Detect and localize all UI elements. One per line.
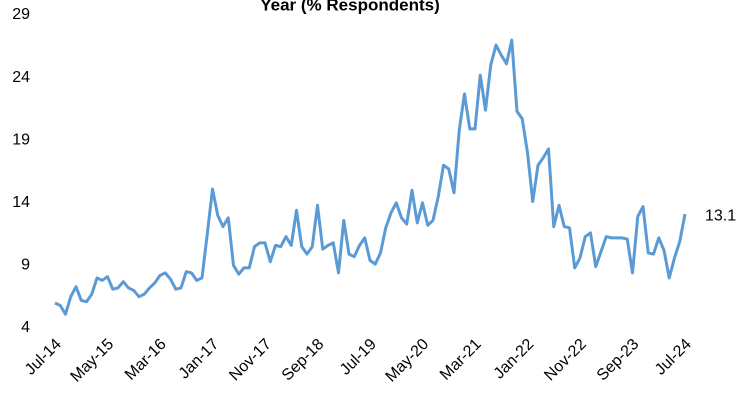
x-tick-label: Nov-17 [226,336,275,385]
x-tick-label: May-20 [383,336,433,386]
y-tick-label: 14 [12,194,30,211]
x-tick-label: Sep-18 [279,336,328,385]
y-tick-label: 4 [21,319,30,336]
x-tick-label: Jan-22 [491,336,538,383]
y-tick-label: 9 [21,257,30,274]
x-tick-label: Jul-14 [22,336,65,379]
y-tick-label: 24 [12,69,30,86]
x-tick-label: Nov-22 [541,336,590,385]
y-tick-label: 29 [12,6,30,23]
chart-title: Year (% Respondents) [260,0,440,14]
x-tick-label: May-15 [68,336,118,386]
x-tick-label: Jan-17 [176,336,223,383]
x-tick-label: Mar-16 [122,336,170,384]
x-tick-label: Jul-24 [652,336,695,379]
x-tick-label: Jul-19 [337,336,380,379]
data-label: 13.1 [705,207,736,224]
y-tick-label: 19 [12,131,30,148]
x-tick-label: Mar-21 [437,336,485,384]
x-tick-label: Sep-23 [594,336,643,385]
series-line [54,38,687,316]
